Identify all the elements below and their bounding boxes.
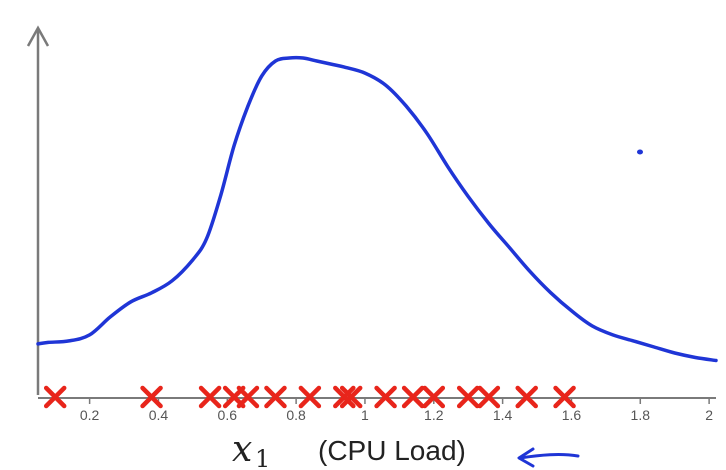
x-axis-label: x 1 (CPU Load): [232, 429, 466, 470]
x-label-subscript: 1: [255, 445, 270, 470]
left-arrow-icon: [517, 447, 580, 468]
data-point-x-marker: [198, 385, 222, 409]
x-tick-label: 0.2: [80, 407, 100, 423]
data-point-x-marker: [422, 385, 446, 409]
x-tick-label: 1.6: [562, 407, 582, 423]
data-point-x-marker: [298, 385, 322, 409]
data-point-x-marker: [374, 385, 397, 409]
data-point-x-marker: [401, 385, 425, 409]
y-axis: [26, 25, 50, 395]
data-point-x-marker: [553, 385, 576, 409]
data-point-x-marker: [236, 385, 260, 409]
data-point-x-marker: [339, 385, 363, 409]
x-tick-label: 1: [361, 407, 369, 423]
x-ticks: 0.2 0.4 0.6 0.8 1 1.2 1.4 1.6 1.8 2: [80, 398, 713, 423]
data-point-x-marker: [515, 385, 538, 409]
density-curve: [36, 55, 718, 363]
data-point-x-marker: [477, 385, 501, 409]
annotation-dot: [637, 149, 643, 155]
data-point-x-marker: [264, 385, 287, 409]
data-point-x-marker: [456, 385, 480, 409]
x-tick-label: 1.4: [493, 407, 513, 423]
x-tick-label: 0.4: [149, 407, 169, 423]
x-tick-label: 1.8: [631, 407, 651, 423]
x-label-text: (CPU Load): [318, 435, 466, 466]
x-tick-label: 0.6: [218, 407, 238, 423]
x-tick-label: 1.2: [424, 407, 444, 423]
data-point-x-marker: [43, 385, 67, 409]
x-tick-label: 2: [705, 407, 713, 423]
x-label-symbol: x: [232, 429, 252, 470]
data-points: [43, 385, 576, 409]
data-point-x-marker: [140, 385, 163, 409]
x-tick-label: 0.8: [286, 407, 306, 423]
data-point-x-marker: [333, 385, 356, 409]
